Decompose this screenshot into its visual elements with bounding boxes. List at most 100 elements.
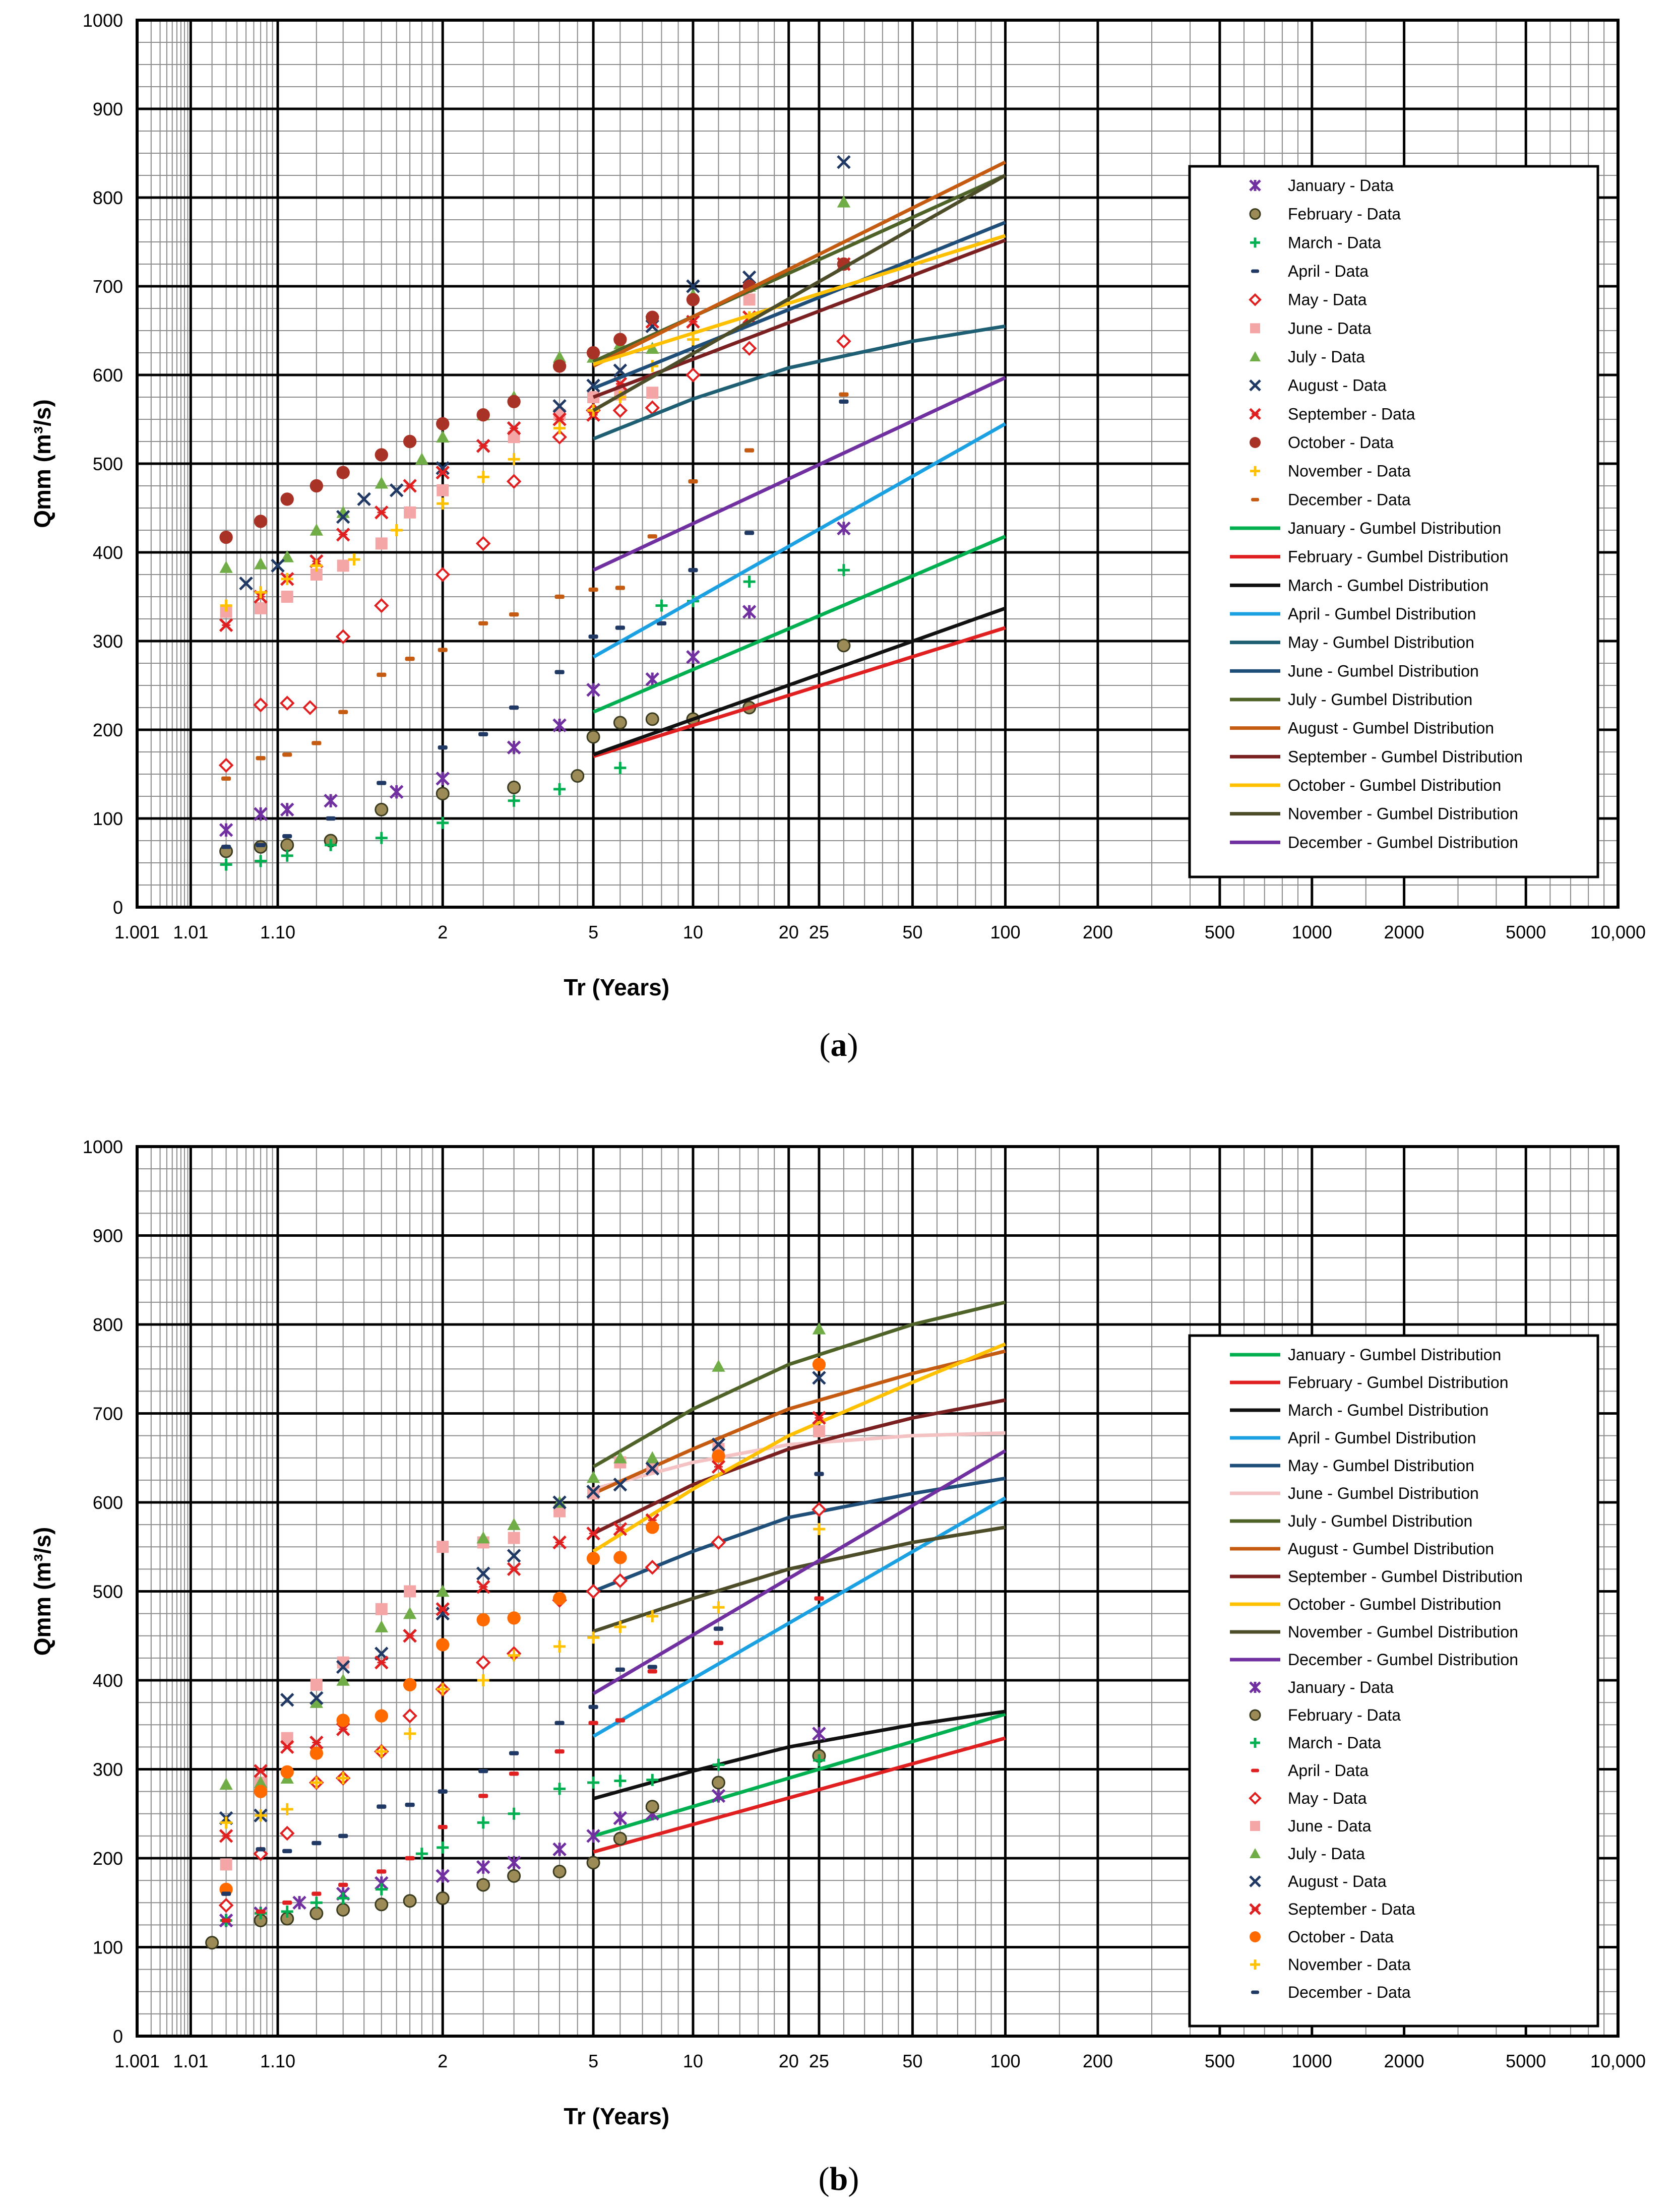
data-point [309,1735,324,1750]
x-tick-label: 100 [990,922,1020,942]
data-point [646,1610,659,1622]
data-point [615,1667,625,1672]
data-point [357,492,371,507]
legend-label: March - Gumbel Distribution [1288,576,1488,594]
data-point [613,1477,628,1492]
data-point [403,479,417,493]
legend-marker [1250,466,1260,476]
data-point [613,333,627,346]
data-point [552,350,567,363]
data-point [377,1804,387,1809]
data-point [403,1607,417,1619]
data-point [310,1897,323,1909]
october-data-series [219,1358,826,1896]
march-data-series [220,564,850,871]
data-point [646,310,659,324]
legend-label: May - Gumbel Distribution [1288,634,1474,652]
legend-label: June - Gumbel Distribution [1288,662,1479,680]
data-point [686,367,701,383]
data-point [507,1549,521,1563]
legend-item: May - Gumbel Distribution [1230,1457,1474,1475]
data-point [586,1856,600,1870]
data-point [280,838,294,852]
data-point [552,1842,567,1857]
data-point [255,1809,267,1822]
data-point [377,781,387,785]
data-point [280,1740,294,1754]
legend-label: August - Gumbel Distribution [1288,1540,1494,1558]
legend-item: March - Gumbel Distribution [1230,1401,1488,1419]
data-point [553,1783,566,1795]
x-tick-label: 1.10 [260,922,295,942]
plot-series [205,1300,1007,1950]
data-point [404,1585,416,1598]
y-tick-label: 100 [93,808,123,829]
data-point [309,1691,324,1705]
data-point [254,1785,268,1798]
x-tick-label: 25 [809,2051,829,2071]
data-point [613,1831,627,1846]
legend-marker [1250,323,1260,334]
data-point [743,293,756,306]
legend-item: March - Gumbel Distribution [1230,576,1488,594]
data-point [220,1858,232,1871]
data-point [586,1829,600,1843]
x-tick-label: 5 [588,2051,598,2071]
legend-label: December - Gumbel Distribution [1288,1651,1518,1669]
x-tick-label: 10,000 [1590,922,1646,942]
september-gumbel-distribution-line [592,1398,1006,1535]
legend-label: August - Gumbel Distribution [1288,719,1494,737]
data-point [254,515,268,528]
data-point [645,712,659,726]
legend-marker [1250,1848,1261,1858]
data-point [712,1449,725,1463]
data-point [656,621,667,625]
august-gumbel-distribution-line [592,1349,1006,1495]
data-point [302,700,318,715]
legend-label: November - Data [1288,1955,1411,1974]
legend-marker [1249,179,1261,192]
x-tick-label: 5000 [1506,2051,1546,2071]
data-point [615,586,625,590]
data-point [645,1462,659,1476]
legend-label: October - Data [1288,433,1394,452]
data-point [711,1535,726,1550]
data-point [813,1425,825,1437]
legend-item: August - Data [1249,376,1387,395]
data-point [812,1371,826,1385]
data-point [613,1811,628,1825]
data-point [375,537,388,550]
legend-label: April - Gumbel Distribution [1288,605,1476,623]
data-point [375,448,389,462]
data-point [403,1678,417,1692]
november-data-series [220,1523,825,1829]
y-tick-label: 100 [93,1937,123,1958]
plot-frame [136,1145,1620,2038]
legend-item: November - Data [1250,1955,1411,1974]
legend-marker [1249,1875,1261,1887]
data-point [436,417,450,430]
legend-marker [1249,1792,1262,1805]
data-point [336,510,350,524]
legend-marker [1250,1738,1260,1748]
data-point [221,776,231,781]
legend-marker [1249,1681,1261,1693]
data-point [280,550,294,562]
data-point [812,1727,826,1741]
data-point [587,1631,600,1644]
data-point [508,1649,520,1662]
data-point [375,1745,388,1758]
data-point [615,1718,625,1723]
data-point [712,1758,725,1771]
data-point [814,1596,824,1601]
data-point [612,1573,628,1589]
legend-label: January - Gumbel Distribution [1288,519,1501,537]
data-point [744,531,755,535]
data-point [586,1471,600,1483]
data-point [437,1683,449,1695]
march-gumbel-distribution-line [593,1710,1006,1801]
data-point [254,1764,268,1778]
data-point [613,1451,627,1464]
data-point [219,823,233,837]
y-tick-label: 700 [93,1404,123,1424]
